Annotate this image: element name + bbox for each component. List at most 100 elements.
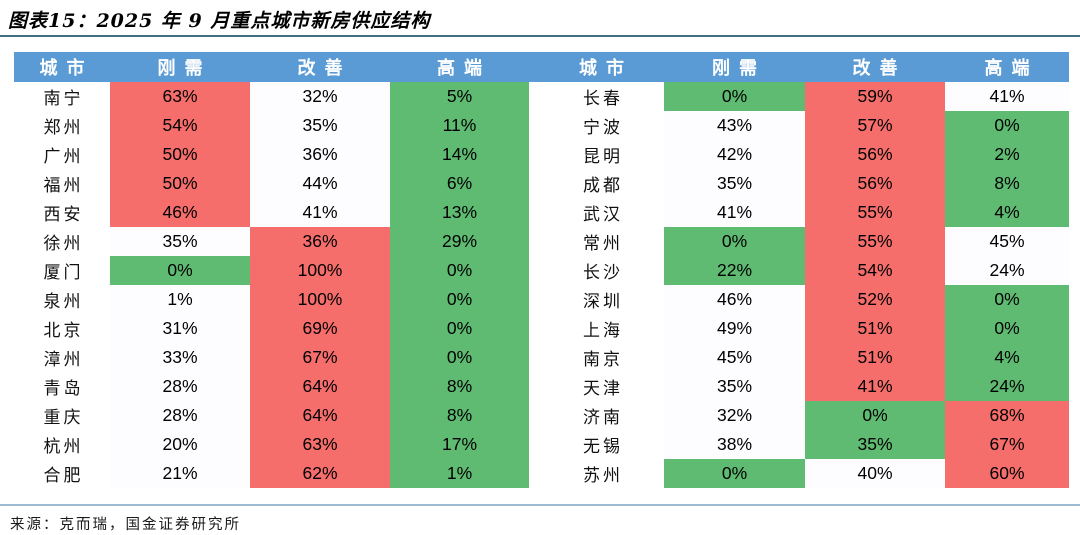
header-cell: 改善 — [805, 52, 945, 82]
value-cell: 51% — [805, 314, 945, 343]
value-cell: 35% — [664, 372, 805, 401]
table-gap-cell — [529, 343, 539, 372]
city-cell: 苏州 — [539, 459, 664, 488]
city-cell: 北京 — [14, 314, 110, 343]
value-cell: 17% — [390, 430, 529, 459]
table-gap-cell — [529, 82, 539, 111]
city-cell: 南京 — [539, 343, 664, 372]
value-cell: 2% — [945, 140, 1069, 169]
header-cell: 高端 — [945, 52, 1069, 82]
value-cell: 44% — [250, 169, 390, 198]
value-cell: 24% — [945, 372, 1069, 401]
value-cell: 32% — [664, 401, 805, 430]
value-cell: 1% — [110, 285, 250, 314]
value-cell: 56% — [805, 169, 945, 198]
table-gap-cell — [529, 401, 539, 430]
value-cell: 63% — [250, 430, 390, 459]
value-cell: 50% — [110, 169, 250, 198]
value-cell: 13% — [390, 198, 529, 227]
city-cell: 长春 — [539, 82, 664, 111]
header-cell: 城市 — [14, 52, 110, 82]
city-cell: 合肥 — [14, 459, 110, 488]
value-cell: 0% — [945, 285, 1069, 314]
city-cell: 徐州 — [14, 227, 110, 256]
city-cell: 西安 — [14, 198, 110, 227]
table-gap-cell — [529, 314, 539, 343]
value-cell: 33% — [110, 343, 250, 372]
value-cell: 31% — [110, 314, 250, 343]
header-gap-cell — [529, 52, 539, 82]
city-cell: 郑州 — [14, 111, 110, 140]
value-cell: 35% — [250, 111, 390, 140]
value-cell: 0% — [390, 343, 529, 372]
value-cell: 60% — [945, 459, 1069, 488]
value-cell: 36% — [250, 140, 390, 169]
value-cell: 5% — [390, 82, 529, 111]
value-cell: 0% — [805, 401, 945, 430]
value-cell: 43% — [664, 111, 805, 140]
value-cell: 8% — [390, 372, 529, 401]
city-cell: 长沙 — [539, 256, 664, 285]
value-cell: 14% — [390, 140, 529, 169]
table-gap-cell — [529, 256, 539, 285]
source-note: 来源：克而瑞，国金证券研究所 — [10, 517, 241, 533]
value-cell: 41% — [805, 372, 945, 401]
value-cell: 0% — [945, 111, 1069, 140]
city-cell: 厦门 — [14, 256, 110, 285]
value-cell: 59% — [805, 82, 945, 111]
value-cell: 64% — [250, 401, 390, 430]
value-cell: 0% — [390, 314, 529, 343]
table-gap-cell — [529, 111, 539, 140]
figure-title: 图表15：2025 年 9 月重点城市新房供应结构 — [8, 10, 431, 32]
value-cell: 41% — [250, 198, 390, 227]
value-cell: 35% — [110, 227, 250, 256]
city-cell: 杭州 — [14, 430, 110, 459]
value-cell: 50% — [110, 140, 250, 169]
value-cell: 55% — [805, 198, 945, 227]
value-cell: 51% — [805, 343, 945, 372]
value-cell: 57% — [805, 111, 945, 140]
value-cell: 35% — [664, 169, 805, 198]
city-cell: 漳州 — [14, 343, 110, 372]
table-gap-cell — [529, 430, 539, 459]
value-cell: 40% — [805, 459, 945, 488]
city-cell: 广州 — [14, 140, 110, 169]
city-cell: 济南 — [539, 401, 664, 430]
city-cell: 福州 — [14, 169, 110, 198]
header-cell: 改善 — [250, 52, 390, 82]
value-cell: 54% — [805, 256, 945, 285]
value-cell: 22% — [664, 256, 805, 285]
value-cell: 4% — [945, 198, 1069, 227]
table-gap-cell — [529, 198, 539, 227]
value-cell: 68% — [945, 401, 1069, 430]
footer-divider — [0, 504, 1080, 506]
value-cell: 35% — [805, 430, 945, 459]
value-cell: 49% — [664, 314, 805, 343]
value-cell: 52% — [805, 285, 945, 314]
city-cell: 重庆 — [14, 401, 110, 430]
header-cell: 城市 — [539, 52, 664, 82]
value-cell: 0% — [390, 285, 529, 314]
value-cell: 21% — [110, 459, 250, 488]
supply-structure-table: 城市 刚需 改善 高端 城市 刚需 改善 高端 南宁 63% 32% 5% 长春 0% 59% 41% 郑州 54… — [14, 52, 1069, 488]
value-cell: 29% — [390, 227, 529, 256]
table-gap-cell — [529, 285, 539, 314]
value-cell: 45% — [945, 227, 1069, 256]
city-cell: 常州 — [539, 227, 664, 256]
city-cell: 无锡 — [539, 430, 664, 459]
value-cell: 62% — [250, 459, 390, 488]
header-cell: 刚需 — [664, 52, 805, 82]
value-cell: 28% — [110, 372, 250, 401]
table-gap-cell — [529, 227, 539, 256]
value-cell: 4% — [945, 343, 1069, 372]
value-cell: 0% — [945, 314, 1069, 343]
value-cell: 100% — [250, 256, 390, 285]
value-cell: 64% — [250, 372, 390, 401]
value-cell: 0% — [390, 256, 529, 285]
value-cell: 67% — [945, 430, 1069, 459]
city-cell: 深圳 — [539, 285, 664, 314]
value-cell: 67% — [250, 343, 390, 372]
value-cell: 54% — [110, 111, 250, 140]
table-gap-cell — [529, 140, 539, 169]
